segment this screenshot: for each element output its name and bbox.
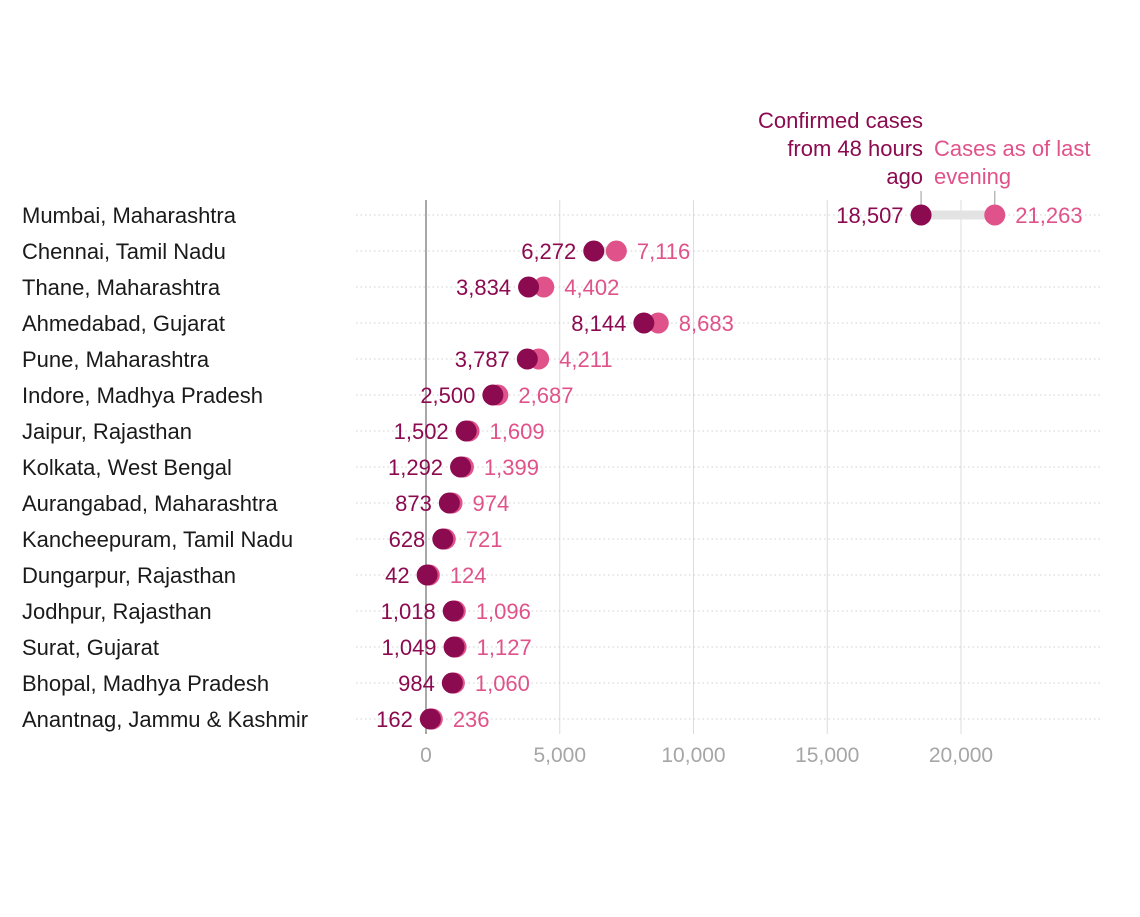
dot-after	[605, 240, 627, 262]
value-label-before: 1,502	[394, 419, 449, 444]
value-label-after: 1,399	[484, 455, 539, 480]
legend-after-text: Cases as of last	[934, 136, 1091, 161]
row-label: Surat, Gujarat	[22, 635, 159, 660]
value-label-before: 873	[395, 491, 432, 516]
value-label-before: 8,144	[571, 311, 626, 336]
dot-before	[443, 636, 465, 658]
x-axis: 0 5,000 10,000 15,000 20,000	[420, 744, 993, 767]
value-label-before: 1,049	[381, 635, 436, 660]
dot-before	[432, 528, 454, 550]
value-label-before: 3,834	[456, 275, 511, 300]
value-label-before: 1,018	[381, 599, 436, 624]
value-label-before: 42	[385, 563, 409, 588]
row-label: Anantnag, Jammu & Kashmir	[22, 707, 308, 732]
value-label-after: 1,060	[475, 671, 530, 696]
dot-before	[455, 420, 477, 442]
dots	[416, 204, 1006, 730]
value-label-after: 1,609	[490, 419, 545, 444]
value-label-after: 8,683	[679, 311, 734, 336]
legend-before-text: Confirmed cases	[758, 108, 923, 133]
value-label-after: 4,211	[559, 347, 612, 372]
legend: Confirmed cases from 48 hours ago Cases as …	[758, 108, 1091, 205]
dot-before	[633, 312, 655, 334]
row-label: Ahmedabad, Gujarat	[22, 311, 225, 336]
row-label: Jaipur, Rajasthan	[22, 419, 192, 444]
dot-before	[518, 276, 540, 298]
value-label-before: 18,507	[836, 203, 903, 228]
row-label: Aurangabad, Maharashtra	[22, 491, 278, 516]
row-label: Mumbai, Maharashtra	[22, 203, 237, 228]
x-tick-label: 10,000	[661, 744, 725, 767]
value-label-before: 1,292	[388, 455, 443, 480]
dot-before	[419, 708, 441, 730]
row-label: Indore, Madhya Pradesh	[22, 383, 263, 408]
x-tick-label: 5,000	[533, 744, 586, 767]
value-label-after: 236	[453, 707, 490, 732]
value-label-after: 721	[466, 527, 503, 552]
dot-before	[438, 492, 460, 514]
row-label: Thane, Maharashtra	[22, 275, 221, 300]
x-tick-label: 15,000	[795, 744, 859, 767]
value-label-after: 124	[450, 563, 487, 588]
dot-after	[984, 204, 1006, 226]
value-label-before: 162	[376, 707, 413, 732]
row-label: Dungarpur, Rajasthan	[22, 563, 236, 588]
value-label-before: 6,272	[521, 239, 576, 264]
dot-before	[482, 384, 504, 406]
legend-before-text: ago	[886, 164, 923, 189]
value-label-before: 628	[389, 527, 426, 552]
dot-before	[910, 204, 932, 226]
value-label-before: 984	[398, 671, 435, 696]
row-label: Chennai, Tamil Nadu	[22, 239, 226, 264]
row-label: Kolkata, West Bengal	[22, 455, 232, 480]
value-label-before: 2,500	[420, 383, 475, 408]
dot-before	[583, 240, 605, 262]
value-label-after: 974	[473, 491, 510, 516]
dot-before	[441, 672, 463, 694]
value-label-after: 1,096	[476, 599, 531, 624]
dot-before	[416, 564, 438, 586]
row-label: Jodhpur, Rajasthan	[22, 599, 212, 624]
row-label: Bhopal, Madhya Pradesh	[22, 671, 269, 696]
dot-before	[450, 456, 472, 478]
row-label: Kancheepuram, Tamil Nadu	[22, 527, 293, 552]
value-label-after: 4,402	[564, 275, 619, 300]
value-label-after: 21,263	[1015, 203, 1082, 228]
dot-after	[647, 312, 669, 334]
value-label-after: 2,687	[518, 383, 573, 408]
x-tick-label: 0	[420, 744, 432, 767]
value-label-after: 7,116	[637, 239, 690, 264]
dot-after	[533, 276, 555, 298]
labels: Mumbai, Maharashtra 18,507 21,263 Chennai, …	[22, 203, 1083, 732]
x-tick-label: 20,000	[929, 744, 993, 767]
dot-before	[442, 600, 464, 622]
value-label-before: 3,787	[455, 347, 510, 372]
row-label: Pune, Maharashtra	[22, 347, 210, 372]
dot-before	[516, 348, 538, 370]
legend-before-text: from 48 hours	[787, 136, 923, 161]
value-label-after: 1,127	[477, 635, 532, 660]
legend-after-text: evening	[934, 164, 1011, 189]
